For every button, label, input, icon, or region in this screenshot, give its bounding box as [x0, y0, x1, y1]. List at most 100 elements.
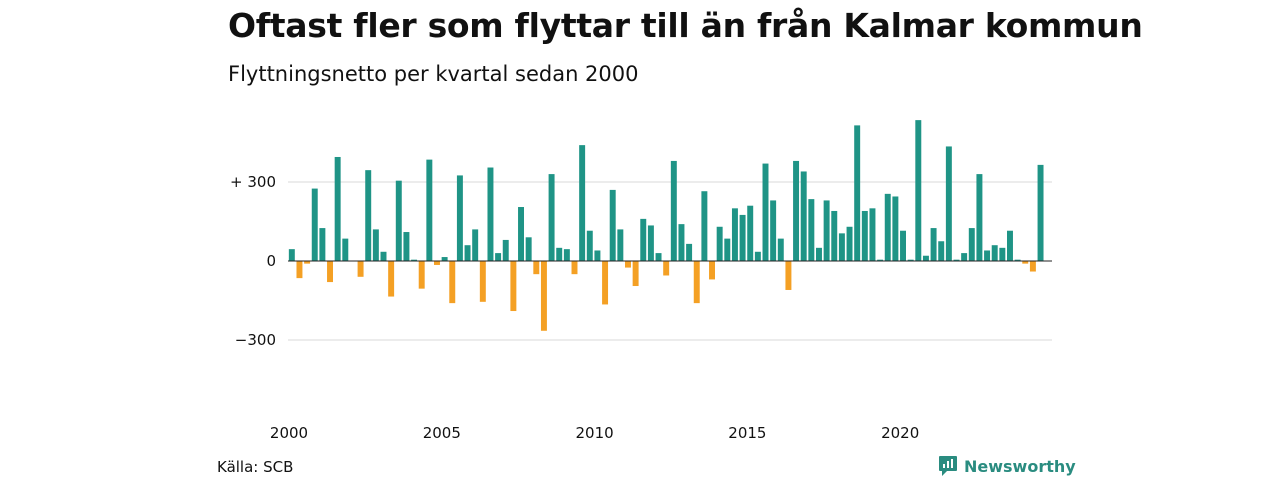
bar-2013-q4: [709, 261, 715, 280]
y-axis-ticks: + 300 0 −300: [230, 173, 276, 349]
bar-2012-q4: [678, 224, 685, 261]
bar-2024-q3: [1037, 164, 1044, 261]
bar-2007-q3: [518, 207, 524, 261]
y-tick-label: + 300: [230, 173, 276, 191]
x-axis-ticks: 2000 2005 2010 2015 2020: [270, 424, 919, 442]
bar-2010-q3: [609, 189, 616, 261]
bar-2006-q3: [487, 167, 494, 261]
bar-2021-q1: [930, 228, 937, 261]
bar-2000-q1: [288, 249, 295, 261]
bar-2023-q3: [1007, 230, 1013, 261]
bar-2007-q1: [502, 239, 509, 261]
bar-2018-q4: [861, 210, 868, 261]
bar-2022-q2: [968, 228, 975, 261]
bar-2019-q1: [869, 208, 876, 261]
bar-2012-q1: [655, 253, 662, 261]
bar-2018-q2: [846, 226, 853, 261]
bar-2021-q2: [938, 241, 945, 261]
bar-2020-q1: [900, 230, 906, 261]
bar-2003-q4: [403, 232, 410, 261]
bar-2002-q4: [372, 229, 379, 261]
x-tick-label: 2015: [728, 424, 766, 442]
bar-2002-q3: [365, 170, 372, 261]
bar-2003-q1: [380, 251, 387, 261]
bar-2018-q3: [854, 125, 861, 261]
bar-2014-q1: [716, 226, 723, 261]
y-tick-label: −300: [235, 331, 276, 349]
bar-2004-q3: [426, 159, 433, 261]
bar-2017-q1: [808, 199, 815, 261]
bar-2022-q4: [984, 250, 991, 261]
bar-2016-q1: [777, 238, 784, 261]
bar-2014-q3: [731, 208, 738, 261]
y-tick-label: 0: [266, 252, 276, 270]
bar-2005-q3: [456, 175, 463, 261]
bar-2017-q3: [823, 200, 830, 261]
bar-2024-q2: [1029, 261, 1036, 272]
bar-2012-q3: [670, 160, 677, 261]
bar-2006-q4: [495, 253, 502, 261]
bar-2005-q1: [441, 257, 448, 261]
bar-2019-q2: [877, 259, 884, 261]
newsworthy-logo-icon: [939, 456, 957, 476]
bar-2013-q3: [701, 191, 708, 261]
bar-2011-q4: [647, 225, 654, 261]
bar-2023-q4: [1014, 259, 1021, 261]
bar-2010-q4: [617, 229, 624, 261]
x-tick-label: 2005: [423, 424, 461, 442]
bar-2008-q3: [548, 174, 555, 261]
bar-2010-q2: [602, 261, 609, 305]
bar-2021-q3: [945, 146, 952, 261]
chart-subtitle: Flyttningsnetto per kvartal sedan 2000: [228, 62, 639, 86]
bar-2024-q1: [1022, 261, 1029, 264]
bar-2009-q3: [579, 145, 586, 261]
bar-2000-q3: [304, 261, 311, 264]
bar-2017-q2: [816, 247, 822, 261]
bar-2009-q2: [571, 261, 578, 275]
bar-2006-q1: [472, 229, 479, 261]
chart-title: Oftast fler som flyttar till än från Kal…: [228, 6, 1143, 45]
bar-2008-q1: [533, 261, 540, 275]
bar-2009-q1: [563, 249, 570, 261]
bar-2004-q1: [411, 259, 418, 261]
bar-2004-q2: [418, 261, 425, 289]
x-tick-label: 2010: [576, 424, 614, 442]
bar-2004-q4: [434, 261, 440, 265]
bar-2013-q1: [686, 243, 693, 261]
bar-2010-q1: [594, 250, 601, 261]
bar-2022-q1: [961, 253, 968, 261]
bar-2007-q2: [510, 261, 517, 312]
bar-2005-q4: [464, 245, 471, 261]
bar-2000-q4: [311, 188, 318, 261]
bar-2011-q3: [640, 218, 647, 261]
source-note: Källa: SCB: [217, 458, 294, 476]
bar-2023-q2: [999, 247, 1006, 261]
bar-2021-q4: [953, 259, 960, 261]
brand-logo: Newsworthy: [938, 455, 1076, 477]
bar-2014-q2: [724, 238, 731, 261]
bar-2001-q4: [342, 238, 349, 261]
bar-2013-q2: [693, 261, 700, 304]
bar-2005-q2: [449, 261, 456, 304]
bar-2009-q4: [586, 230, 593, 261]
x-tick-label: 2020: [881, 424, 919, 442]
bar-2002-q2: [357, 261, 364, 277]
gridlines: [288, 181, 1052, 341]
bar-2008-q2: [540, 261, 547, 331]
bar-2019-q3: [884, 193, 891, 261]
bar-2020-q3: [915, 120, 922, 262]
bar-2001-q2: [327, 261, 333, 283]
bars: [288, 120, 1044, 331]
bar-2014-q4: [739, 214, 746, 261]
bar-2016-q3: [793, 160, 800, 261]
bar-2000-q2: [296, 261, 303, 279]
bar-2020-q2: [907, 259, 914, 261]
bar-2001-q1: [319, 228, 326, 261]
bar-2007-q4: [525, 237, 532, 261]
bar-2003-q2: [388, 261, 395, 297]
bar-2015-q2: [754, 251, 761, 261]
x-tick-label: 2000: [270, 424, 308, 442]
bar-2015-q4: [770, 200, 777, 261]
bar-2008-q4: [556, 247, 563, 261]
bar-2006-q2: [479, 261, 486, 302]
